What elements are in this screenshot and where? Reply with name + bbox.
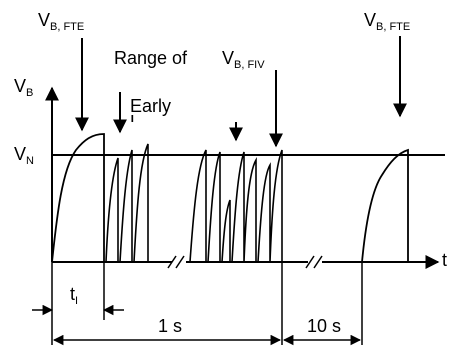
label-v-n: VN	[14, 144, 34, 167]
last-pulse	[361, 148, 409, 263]
label-ten-s: 10 s	[307, 316, 341, 336]
label-v-b-fte-left: VB, FTE	[38, 10, 84, 33]
label-y-axis: VB	[14, 76, 33, 99]
pulse-train-2	[189, 149, 283, 263]
label-t-i: tI	[70, 284, 78, 307]
label-range-of: Range of	[114, 48, 188, 68]
axis-break-mark	[175, 255, 185, 269]
label-v-b-fiv: VB, FIV	[222, 48, 265, 71]
label-early: Early	[130, 96, 171, 116]
first-pulse	[51, 133, 105, 263]
label-v-b-fte-right: VB, FTE	[364, 10, 410, 33]
axis-break-mark	[313, 255, 323, 269]
axis-break-mark	[305, 255, 315, 269]
axis-break-mark	[167, 255, 177, 269]
label-one-s: 1 s	[158, 316, 182, 336]
pulse-train-1	[105, 143, 149, 263]
label-t-axis: t	[442, 250, 447, 270]
early-label-clip-cover	[128, 122, 188, 132]
